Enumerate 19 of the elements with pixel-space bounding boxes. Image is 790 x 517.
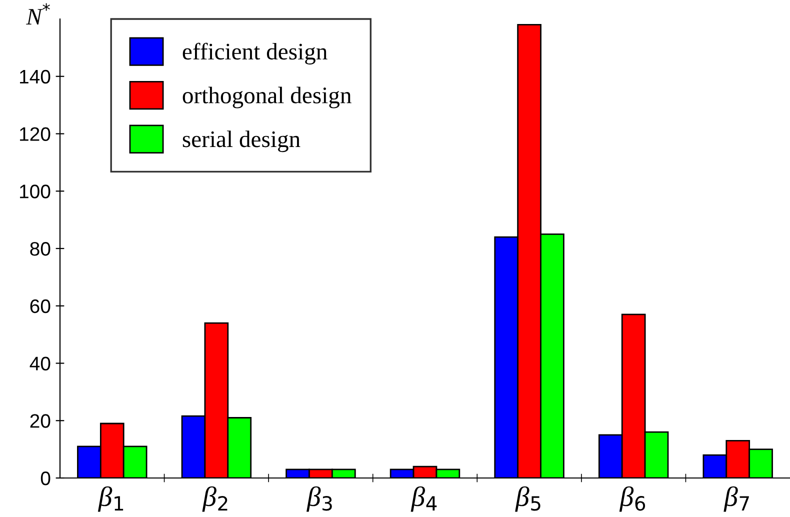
x-tick-label: β$_{3}$ bbox=[306, 486, 332, 512]
x-tick-label: β$_{5}$ bbox=[515, 486, 540, 512]
y-axis-title: N$^{*}$ bbox=[26, 3, 50, 25]
legend-label: serial design bbox=[182, 130, 300, 152]
x-tick-label: β$_{6}$ bbox=[619, 486, 646, 512]
y-tick-label: 140 bbox=[20, 70, 50, 84]
y-tick-label: 20 bbox=[30, 414, 50, 428]
y-tick-label: 80 bbox=[30, 242, 50, 256]
x-tick-label: β$_{2}$ bbox=[202, 486, 228, 512]
legend-label: orthogonal design bbox=[182, 86, 352, 108]
y-tick-label: 100 bbox=[20, 184, 50, 198]
y-tick-label: 40 bbox=[30, 356, 50, 370]
y-tick-label: 0 bbox=[40, 471, 50, 486]
y-tick-label: 120 bbox=[20, 127, 50, 141]
x-tick-label: β$_{1}$ bbox=[98, 486, 124, 512]
x-tick-label: β$_{7}$ bbox=[724, 486, 749, 512]
legend-label: efficient design bbox=[182, 42, 328, 64]
y-tick-label: 60 bbox=[30, 299, 50, 314]
x-tick-label: β$_{4}$ bbox=[410, 486, 437, 512]
